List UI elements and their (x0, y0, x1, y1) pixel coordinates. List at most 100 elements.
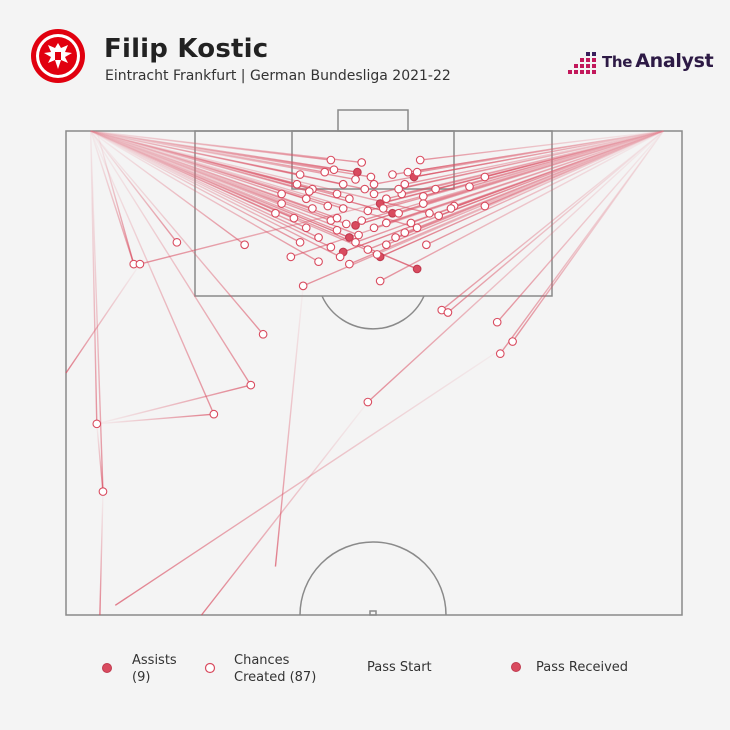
brand-name: Analyst (635, 50, 714, 72)
the-analyst-logo: The Analyst (568, 48, 728, 78)
penalty-arc (321, 295, 425, 330)
centre-spot (369, 610, 377, 616)
chance-point (412, 223, 422, 233)
pass-line (96, 130, 135, 265)
chance-point (357, 216, 367, 225)
chance-point (431, 184, 440, 194)
chance-point (332, 225, 342, 235)
pass-line (441, 130, 664, 311)
chance-point (277, 199, 286, 208)
pass-line (89, 130, 104, 492)
assist-point (351, 221, 360, 230)
pass-line (398, 130, 664, 190)
pass-line (90, 130, 310, 193)
chance-point (329, 165, 339, 175)
legend-pass-start: Pass Start (367, 660, 432, 675)
chance-point (446, 204, 456, 213)
pass-line (90, 130, 246, 246)
chance-point (363, 245, 373, 254)
pass-line (426, 130, 664, 246)
chance-point (301, 194, 311, 204)
pass-line-sample-icon (442, 662, 521, 672)
assist-point (353, 167, 362, 177)
chance-point (240, 240, 249, 250)
assist-point (412, 264, 422, 274)
pass-line (407, 130, 664, 173)
pass-line (90, 130, 332, 248)
pass-line (90, 130, 329, 207)
chance-point (341, 219, 351, 229)
chance-point (366, 172, 376, 182)
pass-line (96, 413, 214, 425)
chance-point (289, 213, 299, 223)
chance-point (415, 155, 425, 165)
chance-point (326, 242, 336, 252)
chance-point (378, 204, 388, 213)
legend-assists: Assists (9) (132, 652, 177, 686)
pass-line (90, 130, 264, 335)
pass-line (65, 263, 141, 374)
chance-point (172, 237, 182, 247)
chance-point (258, 329, 268, 339)
chance-point (480, 172, 490, 182)
chance-point (480, 201, 490, 211)
goal (337, 109, 409, 132)
chance-point (298, 281, 308, 291)
chance-point (308, 204, 317, 213)
pass-end-points (92, 155, 517, 496)
chance-point (357, 158, 367, 167)
pass-line (90, 130, 178, 243)
pass-line (90, 130, 341, 258)
chance-point (304, 187, 314, 196)
chance-point (292, 179, 302, 189)
centre-circle (299, 541, 447, 616)
chance-point (381, 218, 391, 228)
pass-line (96, 423, 104, 492)
chance-point (418, 191, 428, 201)
pass-line (512, 130, 665, 342)
pass-line (450, 130, 664, 210)
pass-line (90, 130, 365, 190)
pass-line (447, 130, 664, 314)
chance-point (412, 167, 422, 177)
chance-point (326, 155, 336, 165)
chance-point (495, 349, 505, 358)
player-name: Filip Kostic (104, 34, 269, 64)
chance-point (351, 237, 360, 247)
legend: Assists (9) Chances Created (87) Pass St… (0, 645, 730, 695)
pass-line (367, 130, 664, 403)
chance-point (295, 237, 305, 247)
chance-point (345, 194, 354, 204)
chance-point (372, 250, 382, 259)
chance-point (351, 175, 360, 184)
assist-point (345, 233, 354, 242)
legend-chances-label: Chances (234, 653, 290, 668)
pass-line (90, 130, 418, 229)
pass-line (90, 130, 430, 214)
chance-point (301, 223, 311, 233)
legend-chances: Chances Created (87) (234, 652, 316, 686)
pass-lines (65, 130, 665, 616)
chance-point (400, 228, 410, 237)
chance-marker-icon (204, 662, 216, 674)
assist-marker-icon (102, 663, 112, 673)
chance-point (209, 409, 219, 419)
pass-line (89, 130, 135, 265)
chance-point (320, 167, 330, 177)
pass-line (90, 130, 301, 243)
pass-line (379, 130, 664, 282)
pitch-markings (65, 109, 683, 616)
brand-wordmark: The Analyst (602, 50, 714, 72)
eintracht-crest-icon (31, 29, 85, 83)
chance-point (492, 317, 502, 327)
pass-line (90, 130, 378, 256)
chance-point (314, 257, 323, 267)
chance-point (422, 240, 431, 250)
chance-point (360, 184, 370, 194)
chance-point (418, 199, 428, 208)
legend-chances-count: Created (87) (234, 670, 317, 685)
chance-point (400, 179, 410, 189)
pass-line (114, 340, 513, 606)
chance-point (363, 206, 373, 216)
chance-point (403, 167, 413, 177)
